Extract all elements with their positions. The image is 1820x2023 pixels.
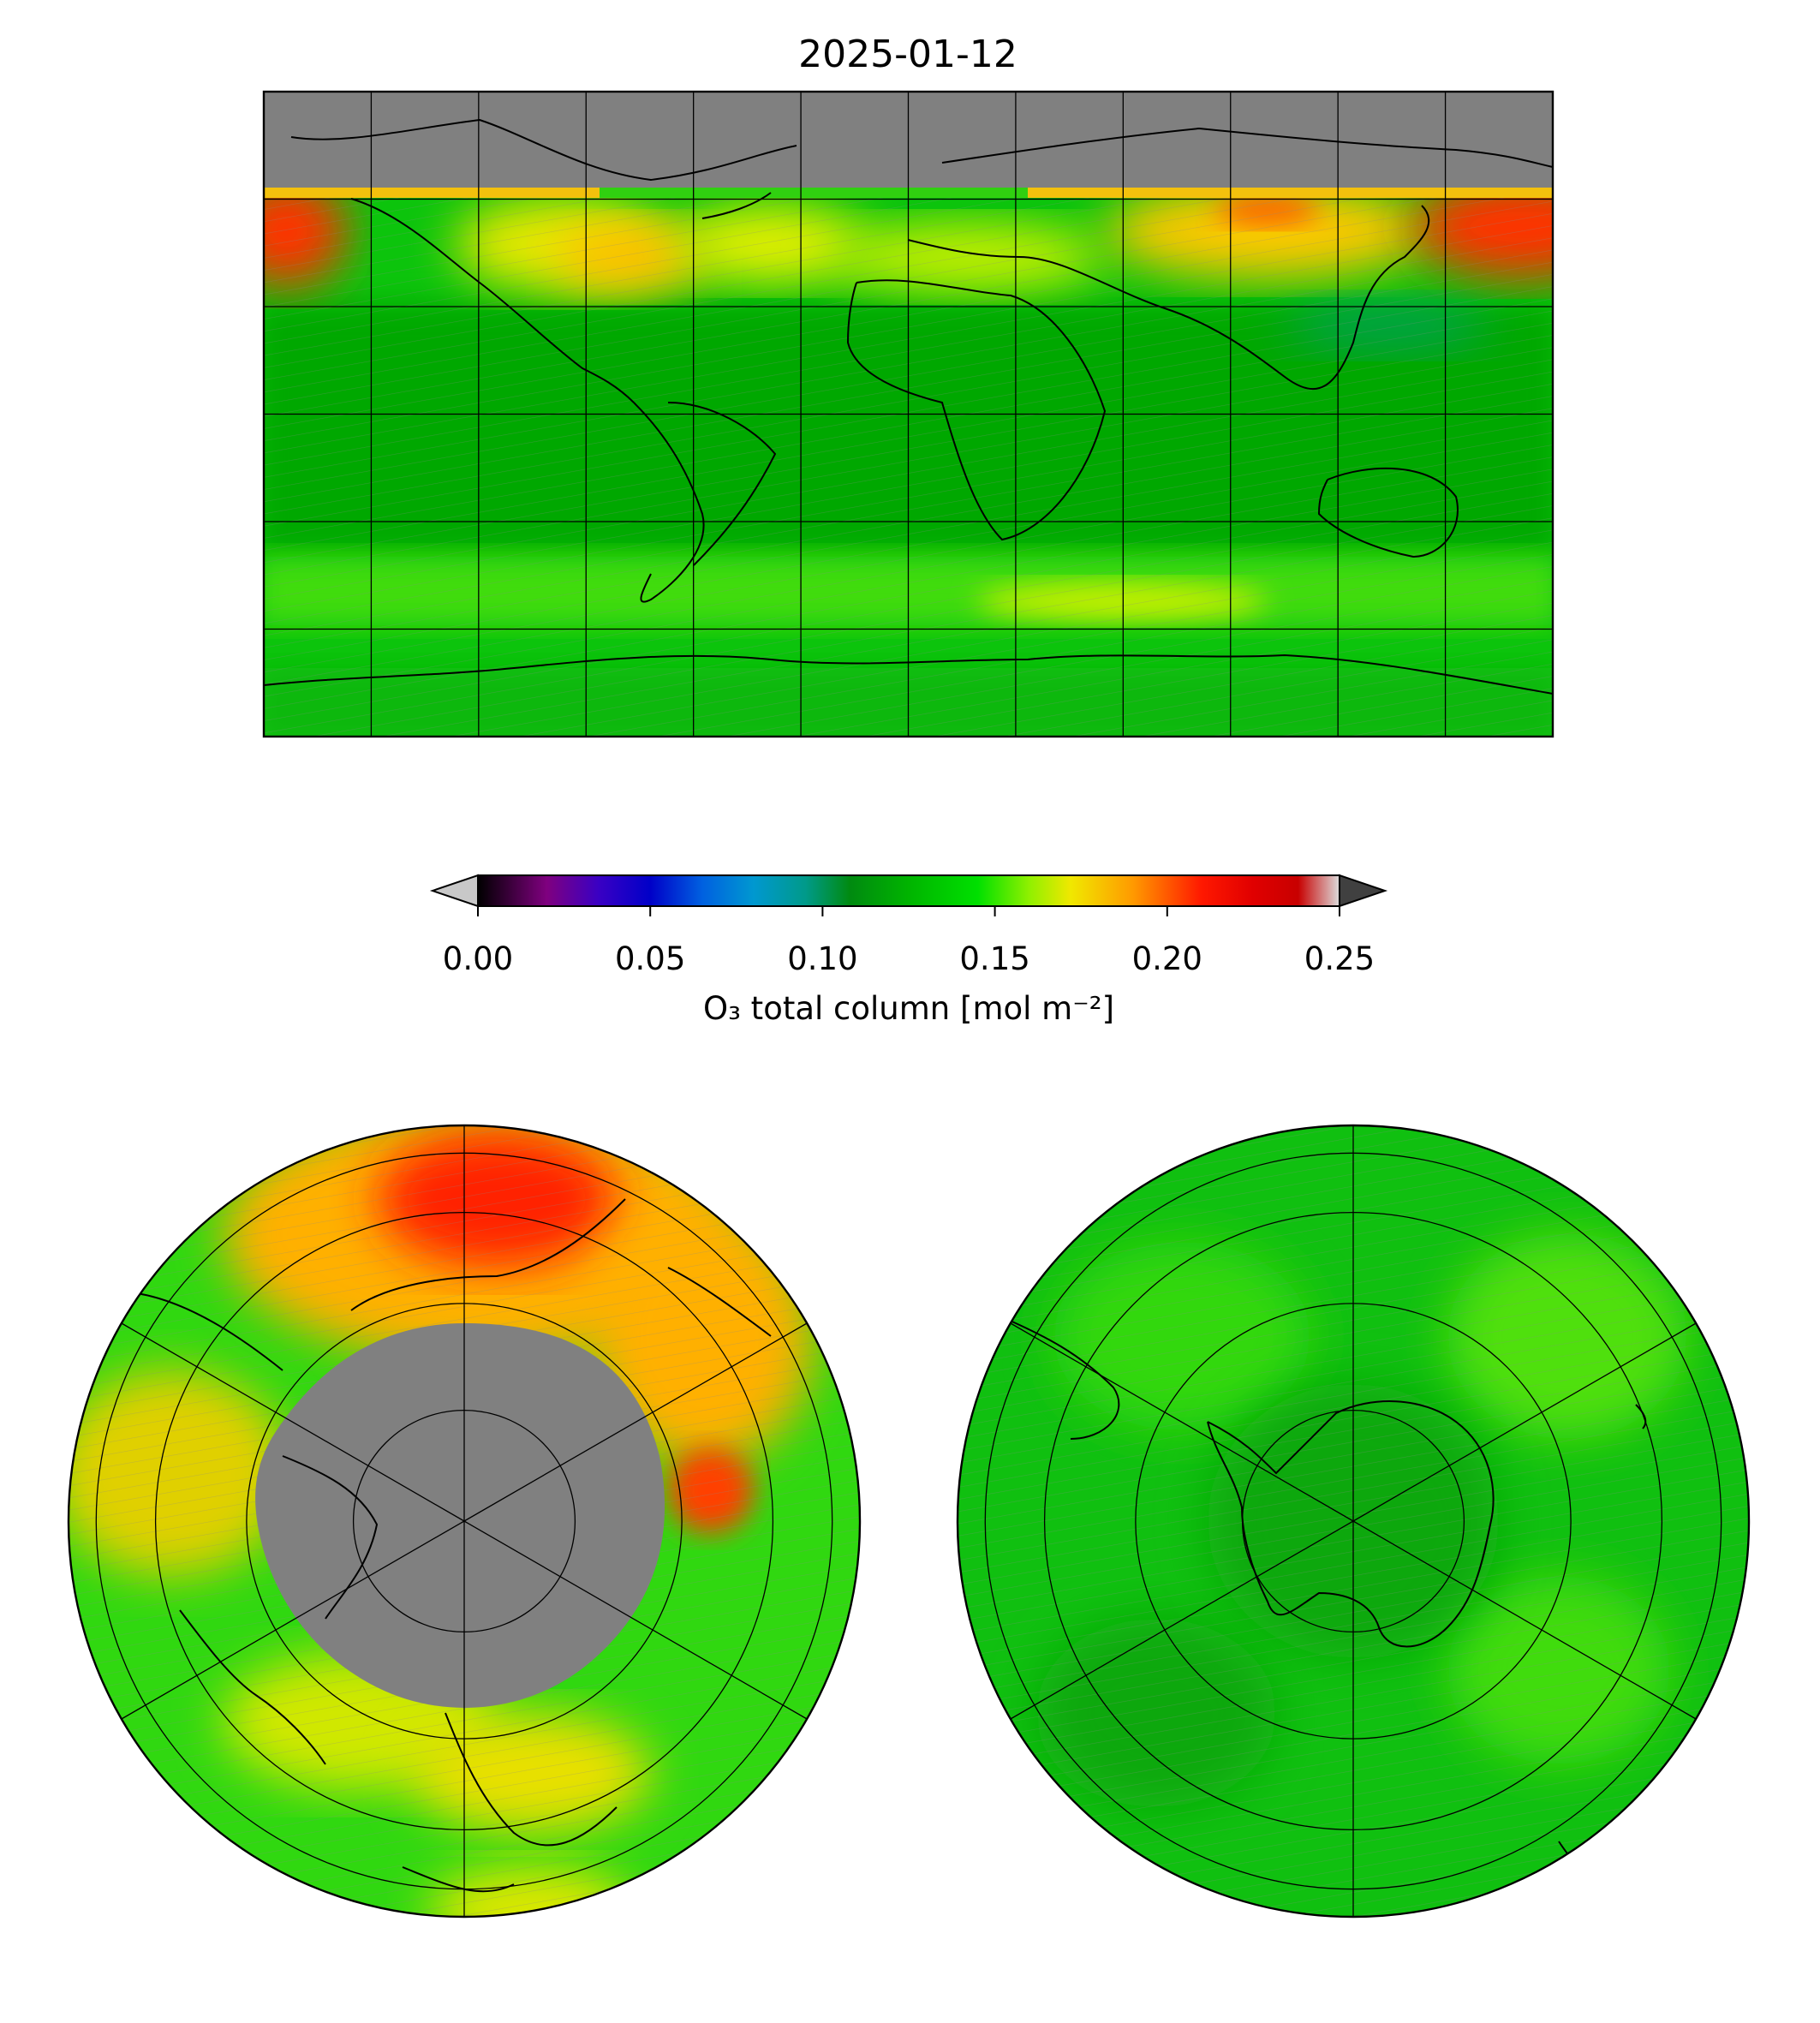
south-polar-map xyxy=(956,1124,1751,1919)
colorbar-over-arrow xyxy=(1339,874,1388,908)
colorbar-tick-label: 0.10 xyxy=(787,940,857,977)
colorbar-tick-label: 0.25 xyxy=(1304,940,1375,977)
colorbar-body xyxy=(478,875,1340,906)
colorbar-tick-label: 0.00 xyxy=(443,940,513,977)
colorbar-ticks: 0.00 0.05 0.10 0.15 0.20 0.25 xyxy=(443,906,1375,977)
polar-meridian xyxy=(463,1322,808,1522)
colorbar-label: O₃ total column [mol m⁻²] xyxy=(703,990,1114,1027)
south-map-frame xyxy=(956,1124,1751,1919)
north-gridlines xyxy=(95,1125,833,1917)
colorbar-tick-label: 0.05 xyxy=(615,940,685,977)
polar-meridian xyxy=(121,1322,465,1522)
polar-meridian xyxy=(463,1520,808,1720)
north-polar-night-mask xyxy=(255,1323,665,1708)
polar-meridian xyxy=(1010,1322,1354,1522)
polar-meridian xyxy=(1010,1520,1354,1720)
global-map-frame xyxy=(262,90,1554,738)
polar-meridian xyxy=(1352,1322,1697,1522)
colorbar-tick-label: 0.15 xyxy=(959,940,1029,977)
global-coastlines xyxy=(264,118,1553,695)
north-map-frame xyxy=(67,1124,862,1919)
south-gridlines xyxy=(984,1125,1722,1917)
north-polar-map xyxy=(67,1124,862,1919)
colorbar-tick-label: 0.20 xyxy=(1132,940,1202,977)
colorbar: 0.00 0.05 0.10 0.15 0.20 0.25 O₃ total column… xyxy=(429,874,1388,1027)
north-coastlines xyxy=(136,1198,772,1893)
colorbar-under-arrow xyxy=(429,874,479,908)
global-gridlines xyxy=(264,92,1553,737)
polar-meridian xyxy=(121,1520,465,1720)
figure-title: 2025-01-12 xyxy=(798,33,1017,76)
global-map xyxy=(262,90,1554,738)
polar-meridian xyxy=(1352,1520,1697,1720)
